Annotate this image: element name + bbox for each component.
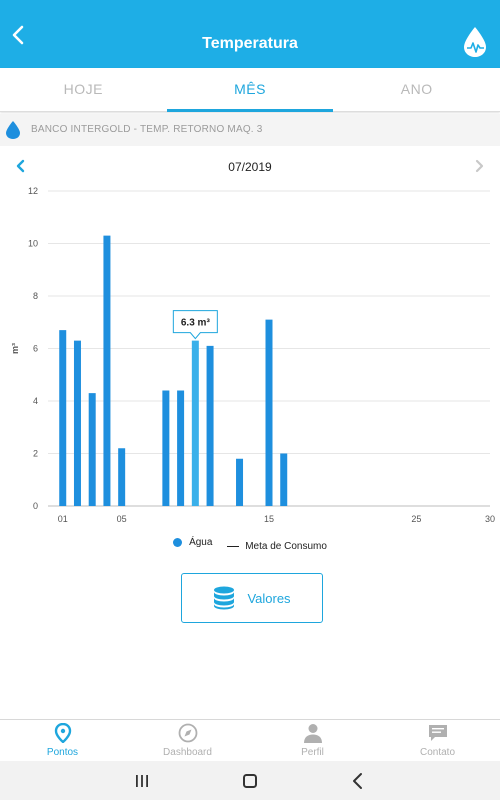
y-axis-label: m³ xyxy=(10,343,20,354)
home-square-icon[interactable] xyxy=(240,771,260,791)
nav-item-pontos[interactable]: Pontos xyxy=(0,720,125,761)
nav-label-contato: Contato xyxy=(419,747,456,758)
legend-dot xyxy=(173,538,183,547)
system-back-icon[interactable] xyxy=(348,771,368,791)
consumption-chart: 0 2 4 6 8 10 12 01 05 15 25 30 m³ 6.3 m³ xyxy=(0,180,500,535)
x-tick-label: 05 xyxy=(117,514,127,524)
recent-apps-icon[interactable] xyxy=(132,771,152,791)
tab-hoje[interactable]: HOJE xyxy=(63,81,103,97)
valores-label: Valores xyxy=(247,590,291,606)
tooltip-box xyxy=(172,310,218,340)
month-label: 07/2019 xyxy=(228,160,272,174)
y-tick-label: 8 xyxy=(33,291,38,301)
bar xyxy=(103,235,111,506)
device-row: BANCO INTERGOLD - TEMP. RETORNO MAQ. 3 xyxy=(0,114,500,146)
y-tick-label: 12 xyxy=(28,186,38,196)
legend-label-meta: Meta de Consumo xyxy=(245,541,327,552)
x-tick-label: 30 xyxy=(485,514,495,524)
bar xyxy=(236,458,244,506)
nav-item-dashboard[interactable]: Dashboard xyxy=(125,720,250,761)
chevron-left-icon[interactable] xyxy=(14,159,28,173)
legend-label-agua: Água xyxy=(189,537,213,548)
water-drop-icon xyxy=(6,121,20,139)
app-header: Temperatura xyxy=(0,0,500,68)
page-title: Temperatura xyxy=(202,35,298,52)
bar xyxy=(88,393,96,506)
system-navigation-bar xyxy=(0,761,500,800)
y-tick-label: 4 xyxy=(33,396,38,406)
period-tabs: HOJE MÊS ANO xyxy=(0,68,500,112)
bottom-navigation: Pontos Dashboard Perfil Contato xyxy=(0,719,500,761)
bar xyxy=(177,390,185,506)
map-pin-icon xyxy=(54,723,71,743)
y-tick-label: 0 xyxy=(33,501,38,511)
legend-item-meta: Meta de Consumo xyxy=(227,541,327,552)
legend-item-agua: Água xyxy=(173,537,212,548)
y-tick-label: 6 xyxy=(33,344,38,354)
bar xyxy=(59,330,67,506)
nav-label-dashboard: Dashboard xyxy=(163,747,212,758)
tooltip-label: 6.3 m³ xyxy=(181,318,211,329)
chart-svg: 0 2 4 6 8 10 12 01 05 15 25 30 m³ 6.3 m³ xyxy=(10,186,495,524)
tab-mes[interactable]: MÊS xyxy=(166,68,334,112)
valores-button[interactable]: Valores xyxy=(181,573,323,623)
nav-item-contato[interactable]: Contato xyxy=(375,720,500,761)
nav-label-perfil: Perfil xyxy=(301,747,324,758)
nav-item-perfil[interactable]: Perfil xyxy=(250,720,375,761)
y-tick-label: 10 xyxy=(28,239,38,249)
tab-ano[interactable]: ANO xyxy=(400,81,433,97)
legend-line xyxy=(227,546,240,547)
bar xyxy=(118,448,126,506)
user-icon xyxy=(303,724,322,743)
bar xyxy=(206,345,214,506)
nav-label-pontos: Pontos xyxy=(46,747,79,758)
bar xyxy=(265,319,273,506)
y-tick-label: 2 xyxy=(33,449,38,459)
bar xyxy=(73,340,81,506)
device-name: BANCO INTERGOLD - TEMP. RETORNO MAQ. 3 xyxy=(31,124,263,135)
back-arrow-icon[interactable] xyxy=(8,24,30,46)
month-navigation: 07/2019 xyxy=(0,152,500,180)
x-tick-label: 25 xyxy=(411,514,421,524)
x-tick-label: 15 xyxy=(264,514,274,524)
bar xyxy=(280,453,288,506)
x-tick-label: 01 xyxy=(58,514,68,524)
water-drop-logo-icon xyxy=(464,27,486,57)
compass-icon xyxy=(178,723,197,743)
bar xyxy=(162,390,170,506)
chart-legend: Água Meta de Consumo xyxy=(0,537,500,552)
bar xyxy=(191,340,199,506)
database-icon xyxy=(214,586,235,610)
chevron-right-icon[interactable] xyxy=(472,159,486,173)
chat-icon xyxy=(428,725,447,741)
